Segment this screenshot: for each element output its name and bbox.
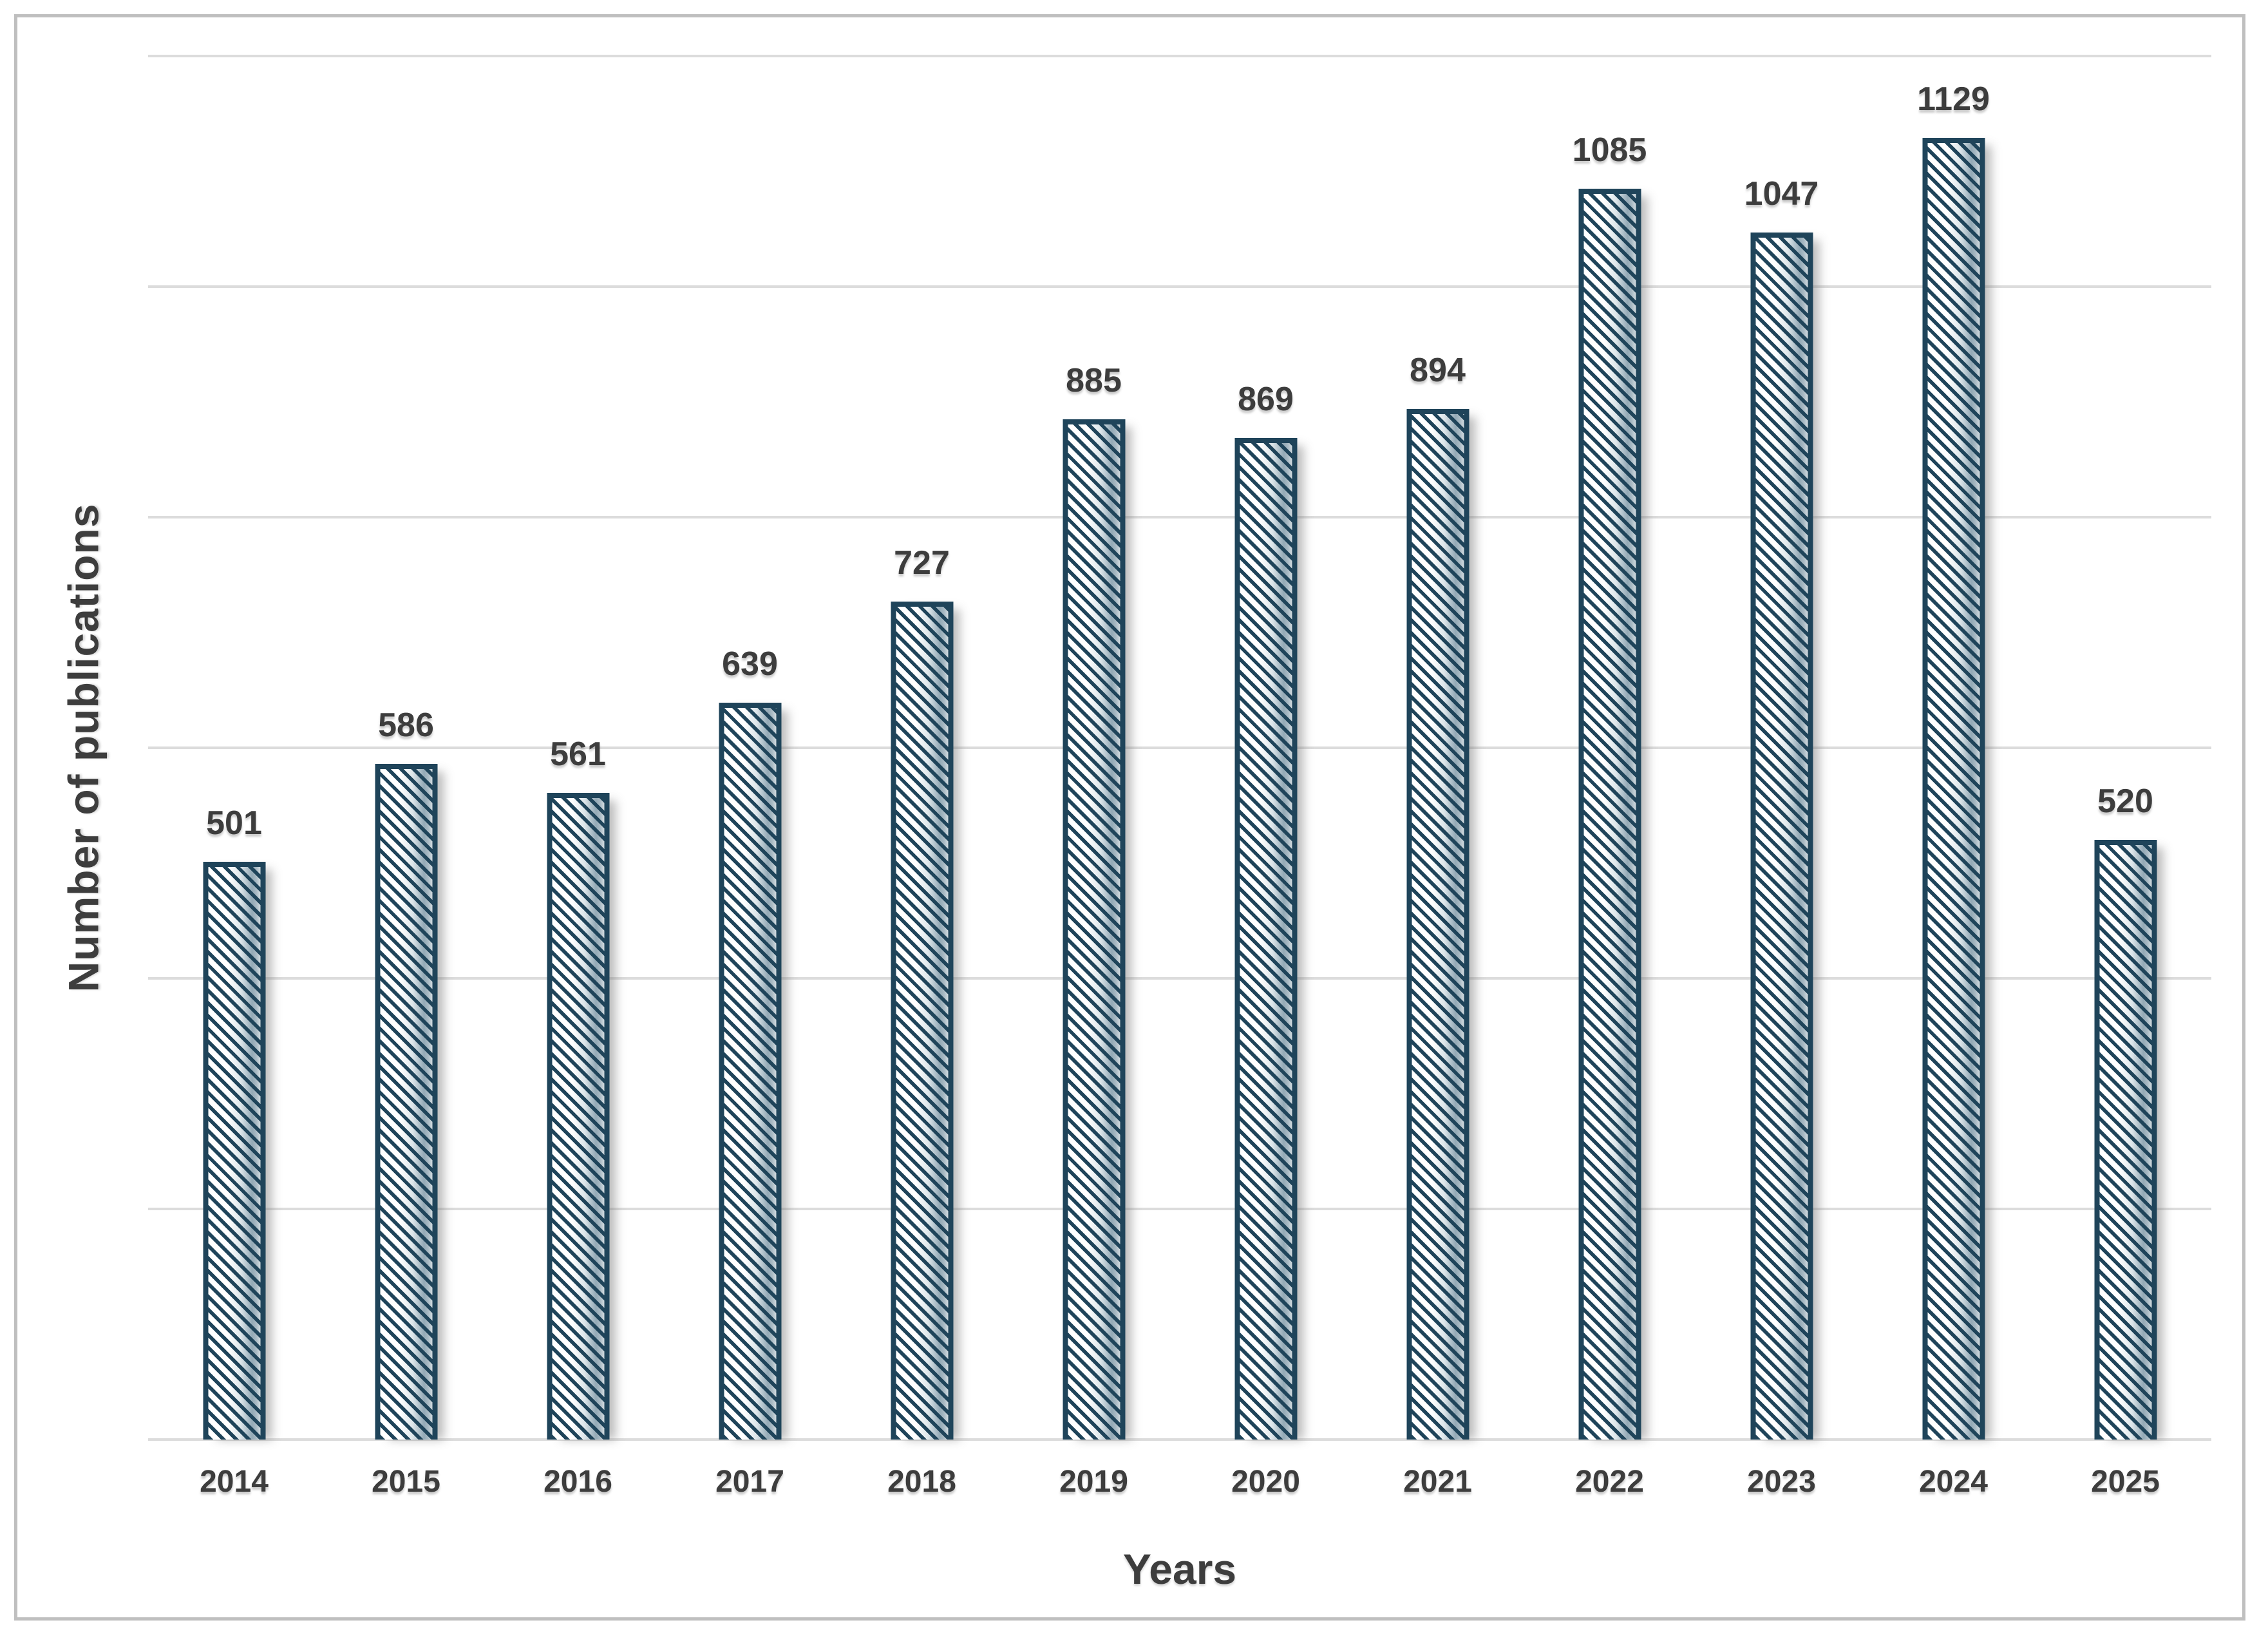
bar-2016 <box>547 792 609 1440</box>
bar-slot: 586 <box>320 56 492 1440</box>
x-axis-tick-label: 2018 <box>887 1464 956 1499</box>
x-axis-tick-label: 2023 <box>1747 1464 1816 1499</box>
gridline <box>148 976 2211 980</box>
bar-2021 <box>1406 408 1469 1440</box>
bar-slot: 727 <box>836 56 1008 1440</box>
bar-slot: 639 <box>664 56 836 1440</box>
bar-value-label: 520 <box>2097 783 2153 821</box>
bar-slot: 894 <box>1352 56 1524 1440</box>
bar-value-label: 727 <box>894 544 950 582</box>
x-axis-tick-label: 2017 <box>715 1464 784 1499</box>
bar-slot: 561 <box>492 56 664 1440</box>
bar-value-label: 869 <box>1238 380 1294 418</box>
bar-2017 <box>719 703 781 1440</box>
x-axis-tick-label: 2016 <box>543 1464 612 1499</box>
bar-value-label: 1047 <box>1744 175 1819 213</box>
x-axis-tick-label: 2022 <box>1575 1464 1644 1499</box>
bar-slot: 1047 <box>1696 56 1867 1440</box>
x-axis-tick-label: 2020 <box>1231 1464 1300 1499</box>
y-axis-title: Number of publications <box>60 503 108 993</box>
bar-2018 <box>891 601 953 1440</box>
bar-2023 <box>1750 232 1813 1440</box>
x-axis-tick-label: 2021 <box>1403 1464 1472 1499</box>
gridline <box>148 285 2211 288</box>
bar-value-label: 894 <box>1410 351 1466 389</box>
x-axis-tick-label: 2015 <box>372 1464 440 1499</box>
bar-value-label: 501 <box>206 804 262 842</box>
bar-slot: 869 <box>1180 56 1352 1440</box>
x-axis-tick-label: 2024 <box>1919 1464 1988 1499</box>
gridline <box>148 746 2211 749</box>
gridline <box>148 55 2211 57</box>
bar-value-label: 1085 <box>1572 131 1647 169</box>
bar-2022 <box>1578 188 1641 1440</box>
gridline <box>148 1208 2211 1210</box>
bar-slot: 885 <box>1008 56 1180 1440</box>
gridline <box>148 1438 2211 1441</box>
bar-2014 <box>203 862 265 1440</box>
plot-area: 501 586 561 639 727 885 869 894 1085 1047 1129 520 <box>148 55 2211 1441</box>
x-axis-tick-label: 2019 <box>1059 1464 1128 1499</box>
x-axis-tick-label: 2014 <box>200 1464 269 1499</box>
bar-value-label: 885 <box>1066 361 1122 399</box>
bar-slot: 520 <box>2039 56 2211 1440</box>
bar-2020 <box>1234 437 1297 1440</box>
gridline <box>148 515 2211 518</box>
bar-value-label: 1129 <box>1917 81 1990 119</box>
x-axis-tick-label: 2025 <box>2091 1464 2160 1499</box>
x-axis-title: Years <box>1122 1545 1237 1593</box>
bar-slot: 1085 <box>1524 56 1696 1440</box>
bars-layer: 501 586 561 639 727 885 869 894 1085 1047 1129 520 <box>148 56 2211 1440</box>
bar-2019 <box>1063 419 1125 1440</box>
bar-value-label: 586 <box>378 707 434 745</box>
bar-2024 <box>1922 138 1985 1440</box>
y-axis-title-container: Number of publications <box>26 56 142 1440</box>
bar-2025 <box>2094 840 2157 1440</box>
x-axis-tick-labels: 2014 2015 2016 2017 2018 2019 2020 2021 2022 2023… <box>148 1446 2211 1517</box>
bar-slot: 1129 <box>1867 56 2039 1440</box>
bar-slot: 501 <box>148 56 320 1440</box>
bar-value-label: 561 <box>550 735 606 773</box>
bar-2015 <box>375 764 437 1440</box>
bar-value-label: 639 <box>722 645 778 683</box>
